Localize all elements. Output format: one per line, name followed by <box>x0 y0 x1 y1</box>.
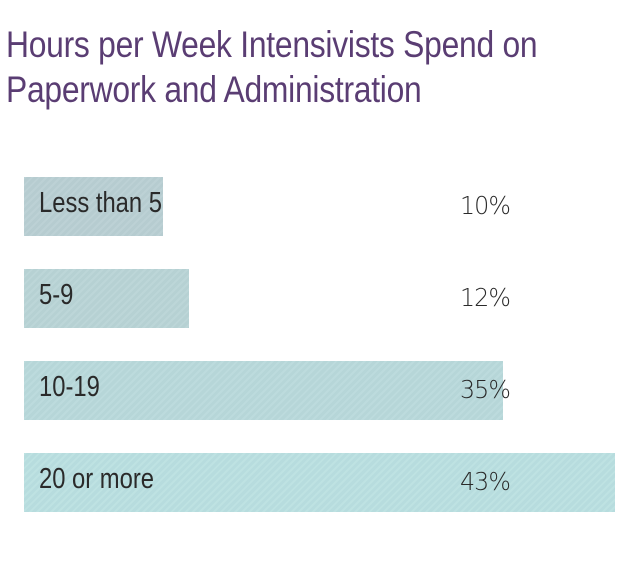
category-label: Less than 5 <box>39 187 162 219</box>
category-label: 5-9 <box>39 279 74 311</box>
value-label: 10% <box>460 191 511 220</box>
value-label: 12% <box>460 283 511 312</box>
bar <box>24 453 615 512</box>
value-label: 43% <box>460 467 511 496</box>
chart-title-line-1: Hours per Week Intensivists Spend on <box>6 24 538 65</box>
chart-title-line-2: Paperwork and Administration <box>6 69 422 110</box>
bar <box>24 361 503 420</box>
chart-title: Hours per Week Intensivists Spend on Pap… <box>6 22 548 112</box>
category-label: 10-19 <box>39 371 100 403</box>
category-label: 20 or more <box>39 463 154 495</box>
bar <box>24 269 189 328</box>
value-label: 35% <box>460 375 511 404</box>
bar <box>24 177 163 236</box>
